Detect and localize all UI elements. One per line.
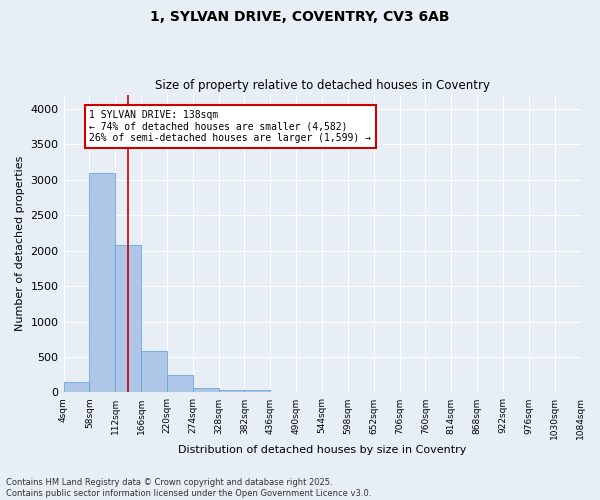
Text: 1 SYLVAN DRIVE: 138sqm
← 74% of detached houses are smaller (4,582)
26% of semi-: 1 SYLVAN DRIVE: 138sqm ← 74% of detached… [89, 110, 371, 144]
Title: Size of property relative to detached houses in Coventry: Size of property relative to detached ho… [155, 79, 490, 92]
X-axis label: Distribution of detached houses by size in Coventry: Distribution of detached houses by size … [178, 445, 466, 455]
Bar [193, 388, 218, 392]
Text: Contains HM Land Registry data © Crown copyright and database right 2025.
Contai: Contains HM Land Registry data © Crown c… [6, 478, 371, 498]
Bar [218, 390, 244, 392]
Bar [115, 245, 141, 392]
Bar [89, 172, 115, 392]
Bar [167, 376, 193, 392]
Bar [64, 382, 89, 392]
Bar [141, 352, 167, 393]
Bar [244, 390, 271, 392]
Y-axis label: Number of detached properties: Number of detached properties [15, 156, 25, 331]
Text: 1, SYLVAN DRIVE, COVENTRY, CV3 6AB: 1, SYLVAN DRIVE, COVENTRY, CV3 6AB [150, 10, 450, 24]
